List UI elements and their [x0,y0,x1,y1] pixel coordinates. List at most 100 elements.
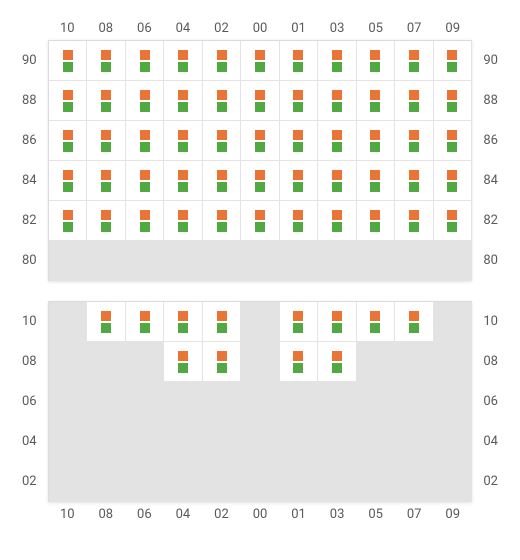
slot-populated[interactable] [49,161,87,201]
slot-empty [49,241,87,281]
slot-populated[interactable] [241,161,279,201]
slot-populated[interactable] [126,121,164,161]
slot-populated[interactable] [280,81,318,121]
status-marker-a-icon [140,90,150,100]
slot-empty [318,241,356,281]
slot-populated[interactable] [357,81,395,121]
slot-populated[interactable] [395,81,433,121]
slot-populated[interactable] [126,161,164,201]
column-label: 10 [48,16,87,40]
slot-populated[interactable] [434,201,472,241]
slot-populated[interactable] [434,41,472,81]
slot-populated[interactable] [241,201,279,241]
status-marker-a-icon [217,50,227,60]
slot-populated[interactable] [87,201,125,241]
slot-populated[interactable] [241,121,279,161]
slot-populated[interactable] [49,81,87,121]
status-marker-b-icon [409,102,419,112]
slot-populated[interactable] [164,81,202,121]
slot-populated[interactable] [203,81,241,121]
slot-populated[interactable] [318,342,356,382]
row-label: 08 [472,341,500,381]
slot-populated[interactable] [357,302,395,342]
status-marker-a-icon [409,90,419,100]
slot-populated[interactable] [318,81,356,121]
slot-populated[interactable] [87,81,125,121]
grid-row [49,201,472,241]
column-label: 04 [164,16,203,40]
slot-populated[interactable] [164,302,202,342]
slot-populated[interactable] [126,81,164,121]
status-marker-a-icon [332,311,342,321]
column-label: 02 [202,16,241,40]
slot-populated[interactable] [164,161,202,201]
slot-populated[interactable] [164,342,202,382]
slot-populated[interactable] [203,342,241,382]
slot-populated[interactable] [357,41,395,81]
status-marker-b-icon [101,222,111,232]
status-marker-b-icon [140,62,150,72]
slot-populated[interactable] [395,121,433,161]
slot-populated[interactable] [434,161,472,201]
slot-populated[interactable] [434,81,472,121]
status-marker-a-icon [370,50,380,60]
slot-populated[interactable] [49,201,87,241]
slot-populated[interactable] [280,201,318,241]
slot-populated[interactable] [126,201,164,241]
grid-row [49,382,472,422]
slot-populated[interactable] [395,41,433,81]
slot-populated[interactable] [318,201,356,241]
slot-populated[interactable] [318,41,356,81]
slot-populated[interactable] [164,41,202,81]
status-marker-b-icon [293,102,303,112]
slot-populated[interactable] [87,161,125,201]
slot-populated[interactable] [280,342,318,382]
slot-populated[interactable] [126,41,164,81]
slot-populated[interactable] [241,81,279,121]
status-marker-b-icon [332,182,342,192]
slot-populated[interactable] [203,161,241,201]
status-marker-a-icon [178,351,188,361]
status-marker-b-icon [293,222,303,232]
slot-populated[interactable] [357,201,395,241]
slot-populated[interactable] [280,161,318,201]
slot-populated[interactable] [126,302,164,342]
status-marker-a-icon [101,130,111,140]
slot-populated[interactable] [87,121,125,161]
slot-populated[interactable] [49,41,87,81]
slot-populated[interactable] [164,121,202,161]
slot-populated[interactable] [203,201,241,241]
slot-populated[interactable] [395,161,433,201]
slot-populated[interactable] [280,121,318,161]
slot-populated[interactable] [318,121,356,161]
column-label: 00 [241,16,280,40]
slot-populated[interactable] [395,201,433,241]
slot-populated[interactable] [318,161,356,201]
slot-populated[interactable] [164,201,202,241]
slot-populated[interactable] [280,41,318,81]
slot-populated[interactable] [241,41,279,81]
status-marker-a-icon [217,130,227,140]
slot-populated[interactable] [357,161,395,201]
slot-populated[interactable] [395,302,433,342]
status-marker-a-icon [447,170,457,180]
slot-populated[interactable] [318,302,356,342]
slot-populated[interactable] [203,121,241,161]
slot-populated[interactable] [49,121,87,161]
slot-populated[interactable] [87,302,125,342]
slot-empty [357,342,395,382]
slot-populated[interactable] [203,41,241,81]
slot-empty [87,241,125,281]
slot-populated[interactable] [203,302,241,342]
slot-empty [395,241,433,281]
slot-grid [48,40,472,281]
slot-populated[interactable] [434,121,472,161]
slot-empty [280,382,318,422]
status-marker-b-icon [217,62,227,72]
status-marker-b-icon [63,182,73,192]
slot-empty [203,382,241,422]
slot-populated[interactable] [280,302,318,342]
slot-populated[interactable] [87,41,125,81]
row-label: 80 [472,241,500,281]
slot-populated[interactable] [357,121,395,161]
